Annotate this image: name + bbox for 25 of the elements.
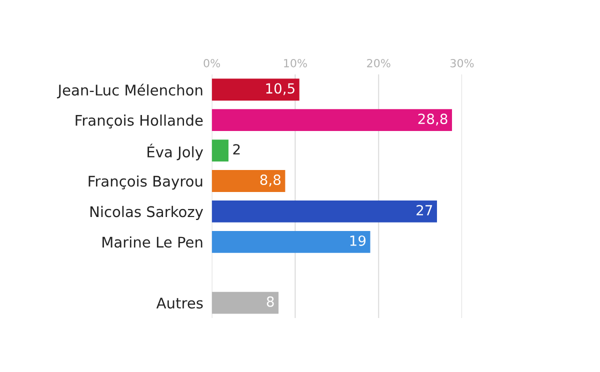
- y-tick-label: Autres: [156, 298, 203, 309]
- x-tick-label: 30%: [450, 58, 474, 68]
- data-label: 28,8: [418, 114, 448, 126]
- data-label: 8: [266, 296, 274, 307]
- bar: [212, 230, 370, 253]
- bar: [212, 200, 437, 222]
- bar: [212, 170, 286, 192]
- bar: [212, 292, 279, 314]
- x-tick-label: 20%: [367, 58, 390, 68]
- data-label: 8,8: [260, 174, 280, 186]
- bar: [212, 109, 452, 132]
- data-label: 19: [350, 235, 366, 246]
- y-tick-label: François Hollande: [76, 114, 203, 128]
- data-label: 27: [416, 204, 432, 216]
- data-label: 2: [233, 144, 240, 154]
- y-tick-label: Marine Le Pen: [102, 236, 202, 248]
- bar: [212, 140, 228, 162]
- x-tick-label: 0%: [204, 58, 220, 68]
- y-tick-label: François Bayrou: [88, 175, 202, 190]
- y-tick-label: Jean-Luc Mélenchon: [56, 84, 202, 98]
- data-label: 10,5: [266, 83, 294, 96]
- bar: [212, 78, 300, 101]
- y-tick-label: Nicolas Sarkozy: [90, 206, 204, 220]
- x-tick-label: 10%: [284, 58, 307, 68]
- y-tick-label: Éva Joly: [148, 144, 204, 160]
